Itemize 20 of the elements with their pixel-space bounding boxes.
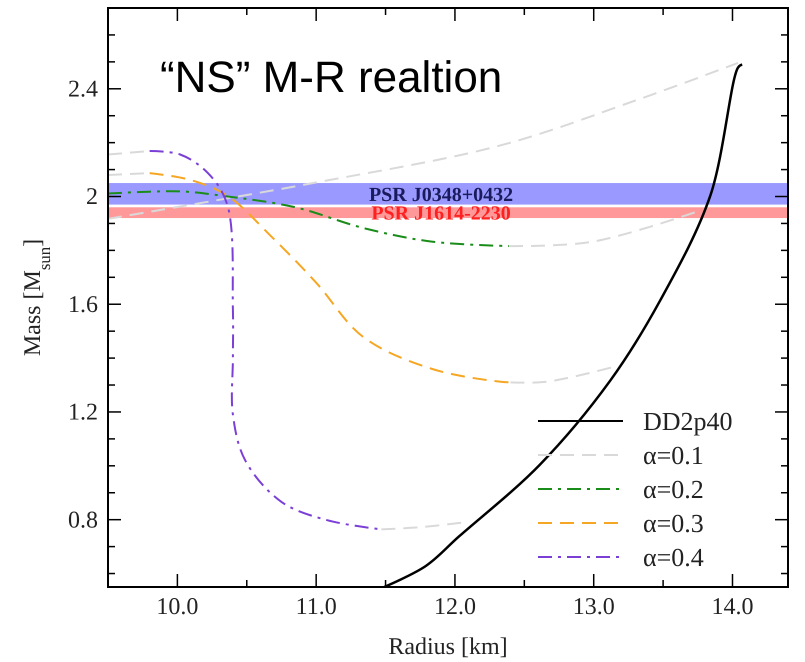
y-tick-label: 0.8 (68, 507, 98, 534)
y-tick-label: 2.4 (68, 76, 98, 102)
legend-label: α=0.1 (643, 441, 704, 470)
x-tick-label: 10.0 (156, 594, 198, 620)
legend-label: α=0.3 (643, 509, 704, 538)
line-series (148, 172, 512, 384)
text: “NS” M-R realtion (160, 53, 502, 102)
line-series (108, 62, 740, 220)
x-tick-label: 14.0 (711, 594, 754, 620)
y-tick-label: 2 (86, 184, 98, 210)
legend-label: DD2p40 (643, 407, 733, 436)
legend-label: α=0.4 (643, 543, 704, 572)
x-tick-label: 12.0 (434, 594, 476, 620)
legend-label: α=0.2 (643, 475, 704, 504)
x-tick-label: 13.0 (572, 594, 615, 620)
band-label: PSR J0348+0432 (368, 184, 514, 206)
x-tick-label: 11.0 (296, 594, 337, 620)
x-axis-title: Radius [km] (388, 634, 508, 660)
y-tick-label: 1.2 (68, 400, 98, 426)
y-tick-label: 1.6 (68, 292, 98, 318)
